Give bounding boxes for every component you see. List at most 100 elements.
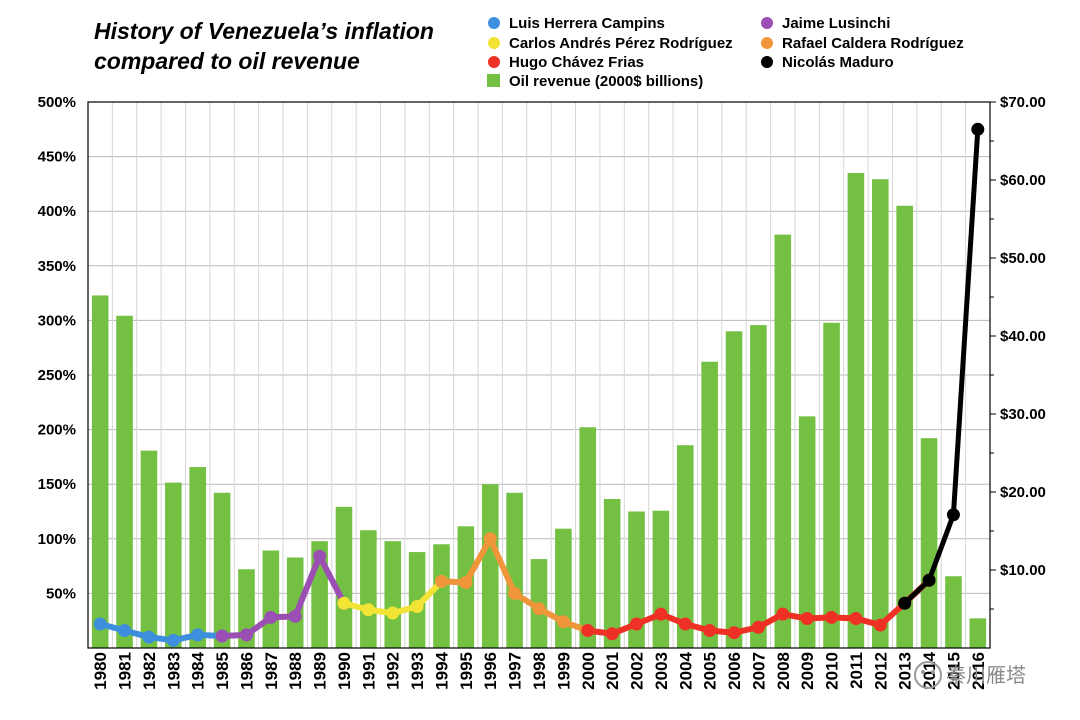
x-tick-label-1985: 1985 [213,652,232,690]
series-point-jaime-lusinchi-1986 [239,628,253,642]
y-right-tick-label: $20.00 [1000,484,1046,501]
x-tick-label-1982: 1982 [140,652,159,690]
legend-marker-nicolas-maduro [761,56,773,68]
watermark-icon [914,661,942,689]
x-tick-label-2015: 2015 [944,652,963,690]
oil-revenue-bar-2005 [701,361,718,648]
x-tick-label-2000: 2000 [579,652,598,690]
y-left-tick-label: 400% [38,203,76,220]
legend-label-luis-herrera-campins: Luis Herrera Campins [509,15,665,32]
y-left-tick-label: 450% [38,149,76,166]
x-tick-label-1993: 1993 [408,652,427,690]
y-right-tick-label: $40.00 [1000,328,1046,345]
x-tick-label-1991: 1991 [359,652,378,690]
oil-revenue-bar-2002 [628,511,645,648]
x-tick-label-1997: 1997 [506,652,525,690]
chart-title-line-2: compared to oil revenue [94,48,360,74]
x-tick-label-1998: 1998 [530,652,549,690]
oil-revenue-bar-1988 [286,557,304,648]
oil-revenue-bar-2011 [847,172,865,649]
x-tick-label-1994: 1994 [432,651,451,689]
legend-marker-luis-herrera-campins [488,17,500,29]
oil-revenue-bar-1992 [384,541,402,648]
x-tick-label-1981: 1981 [116,652,135,690]
x-tick-label-2009: 2009 [798,652,817,690]
x-tick-label-1992: 1992 [384,652,403,690]
y-left-tick-label: 250% [38,367,76,384]
series-point-carlos-andres-perez-rodriguez-1992 [386,606,400,620]
oil-revenue-bar-2013 [896,205,913,649]
series-point-rafael-caldera-rodriguez-1997 [508,586,522,600]
series-point-hugo-chavez-frias-2003 [654,607,668,621]
legend-marker-hugo-chavez [488,56,500,68]
watermark-icon-dot-left [921,670,925,674]
oil-revenue-bar-2016 [969,618,987,648]
oil-revenue-bar-1997 [506,492,523,648]
series-point-jaime-lusinchi-1985 [215,629,229,643]
x-tick-label-2016: 2016 [969,652,988,690]
y-right-tick-label: $30.00 [1000,406,1046,423]
oil-revenue-bar-2010 [823,322,840,648]
series-point-jaime-lusinchi-1989 [313,549,327,563]
legend-marker-oil-revenue [487,74,500,87]
oil-revenue-bar-1996 [481,484,499,648]
legend-label-nicolas-maduro: Nicolás Maduro [782,54,894,71]
series-point-nicolas-maduro-2014 [922,573,936,587]
x-tick-label-1999: 1999 [554,652,573,690]
series-point-rafael-caldera-rodriguez-1996 [483,532,497,546]
watermark-text: 秦川雁塔 [946,663,1026,687]
oil-revenue-bar-2012 [872,179,889,648]
series-point-nicolas-maduro-2016 [971,122,985,136]
x-tick-label-2006: 2006 [725,652,744,690]
x-tick-label-1990: 1990 [335,652,354,690]
x-tick-label-1984: 1984 [189,651,208,689]
oil-revenue-bar-1987 [262,550,280,648]
legend-label-oil-revenue: Oil revenue (2000$ billions) [509,73,703,90]
oil-revenue-bar-1980 [91,295,109,648]
series-point-hugo-chavez-frias-2000 [581,624,595,638]
oil-revenue-bar-2015 [945,576,962,648]
x-tick-label-2003: 2003 [652,652,671,690]
axes [87,101,996,649]
oil-revenue-bars [91,172,987,649]
x-tick-label-1988: 1988 [286,652,305,690]
legend-label-carlos-andres-perez: Carlos Andrés Pérez Rodríguez [509,35,733,52]
series-point-hugo-chavez-frias-2002 [630,617,644,631]
x-tick-label-2012: 2012 [871,652,890,690]
y-right-tick-label: $60.00 [1000,172,1046,189]
series-point-jaime-lusinchi-1987 [264,610,278,624]
series-point-hugo-chavez-frias-2012 [873,618,887,632]
y-left-tick-label: 50% [46,585,76,602]
oil-revenue-bar-2008 [774,234,792,648]
oil-revenue-bar-2003 [652,510,670,648]
y-left-tick-label: 300% [38,312,76,329]
oil-revenue-bar-1991 [360,530,377,648]
series-point-luis-herrera-campins-1983 [166,633,180,647]
oil-revenue-bar-1994 [433,544,450,648]
x-tick-label-1987: 1987 [262,652,281,690]
x-tick-label-1995: 1995 [457,652,476,690]
oil-revenue-bar-1984 [189,467,206,648]
series-point-hugo-chavez-frias-2010 [825,610,839,624]
legend-label-jaime-lusinchi: Jaime Lusinchi [782,15,890,32]
legend: Luis Herrera Campins Carlos Andrés Pérez… [487,15,964,90]
x-tick-label-2010: 2010 [823,652,842,690]
x-tick-label-2014: 2014 [920,651,939,689]
watermark-icon-dot-right [931,670,935,674]
series-point-carlos-andres-perez-rodriguez-1991 [361,603,375,617]
series-point-luis-herrera-campins-1980 [93,617,107,631]
x-tick-label-1989: 1989 [311,652,330,690]
inflation-lines [93,122,985,647]
series-point-rafael-caldera-rodriguez-1995 [459,575,473,589]
oil-revenue-bar-2004 [676,445,694,648]
y-right-tick-label: $10.00 [1000,562,1046,579]
x-tick-label-2007: 2007 [749,652,768,690]
series-point-hugo-chavez-frias-2009 [800,612,814,626]
series-point-hugo-chavez-frias-2007 [751,620,765,634]
series-point-luis-herrera-campins-1984 [191,628,205,642]
oil-revenue-bar-1981 [116,315,133,648]
series-point-rafael-caldera-rodriguez-1994 [434,574,448,588]
y-left-tick-label: 200% [38,422,76,439]
y-right-tick-label: $50.00 [1000,250,1046,267]
x-tick-label-1986: 1986 [237,652,256,690]
